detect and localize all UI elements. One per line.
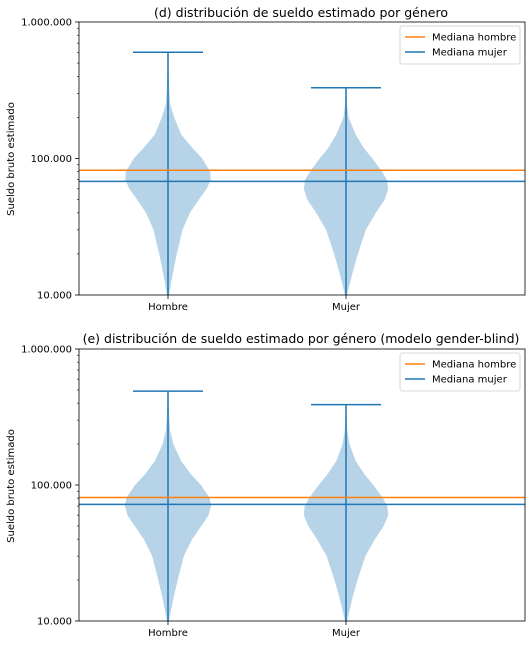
legend-entry: Mediana mujer	[432, 375, 508, 386]
y-axis-label: Sueldo bruto estimado	[6, 102, 17, 216]
x-tick-label: Hombre	[148, 302, 188, 313]
y-tick-label: 1.000.000	[21, 18, 72, 29]
legend-box	[399, 25, 521, 65]
legend-entry: Mediana mujer	[432, 48, 508, 59]
legend: Mediana hombre Mediana mujer	[399, 352, 521, 392]
x-ticks: Hombre Mujer	[148, 295, 361, 313]
violins	[124, 390, 389, 621]
y-ticks: 10.000 100.000 1.000.000	[21, 18, 79, 302]
chart-panel-e: (e) distribución de sueldo estimado por …	[6, 331, 526, 639]
plot-area-frame	[78, 21, 526, 296]
y-tick-label: 10.000	[37, 617, 72, 628]
median-lines	[79, 169, 525, 183]
legend: Mediana hombre Mediana mujer	[399, 25, 521, 65]
plot-area-frame	[78, 348, 526, 622]
violins	[125, 51, 389, 295]
chart-title: (e) distribución de sueldo estimado por …	[83, 331, 520, 346]
x-tick-label: Hombre	[148, 628, 188, 639]
x-tick-label: Mujer	[332, 302, 361, 313]
legend-entry: Mediana hombre	[432, 360, 516, 371]
legend-box	[399, 352, 521, 392]
y-ticks: 10.000 100.000 1.000.000	[21, 345, 79, 628]
y-tick-label: 10.000	[37, 291, 72, 302]
median-lines	[79, 496, 525, 506]
chart-title: (d) distribución de sueldo estimado por …	[154, 5, 448, 20]
legend-entry: Mediana hombre	[432, 33, 516, 44]
x-tick-label: Mujer	[332, 628, 361, 639]
y-axis-label: Sueldo bruto estimado	[6, 429, 17, 543]
x-ticks: Hombre Mujer	[148, 621, 361, 639]
y-tick-label: 1.000.000	[21, 345, 72, 356]
y-tick-label: 100.000	[31, 481, 72, 492]
chart-panel-d: (d) distribución de sueldo estimado por …	[6, 5, 526, 313]
y-tick-label: 100.000	[31, 154, 72, 165]
